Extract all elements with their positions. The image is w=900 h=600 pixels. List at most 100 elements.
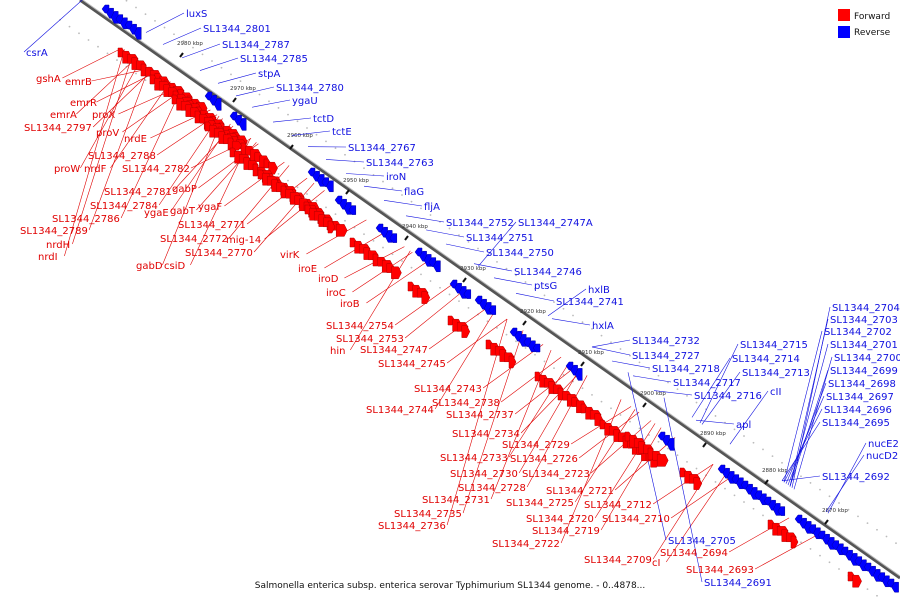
reverse-gene-label: SL1344_2713 (742, 368, 810, 379)
reverse-gene-label: SL1344_2718 (652, 364, 720, 375)
reverse-gene-label: SL1344_2691 (704, 578, 772, 589)
reverse-gene-arrow (213, 98, 222, 111)
forward-gene-label: csiD (164, 261, 185, 272)
forward-gene-label: ygaF (198, 202, 222, 213)
reverse-gene-label: SL1344_2746 (514, 267, 582, 278)
tick-mark (179, 52, 184, 58)
reverse-leader-line (663, 397, 703, 583)
scale-dot (743, 501, 745, 503)
legend-reverse-label: Reverse (854, 28, 891, 38)
forward-gene-label: proW (54, 164, 80, 175)
forward-gene-label: SL1344_2781 (104, 187, 172, 198)
reverse-gene-label: SL1344_2702 (824, 327, 892, 338)
tick-label: 2940 kbp (402, 224, 428, 230)
scale-dot (505, 333, 508, 336)
forward-gene-label: SL1344_2710 (602, 514, 670, 525)
tick-mark (289, 144, 294, 150)
gene-features (101, 4, 899, 593)
forward-leader-line (600, 427, 662, 531)
forward-gene-label: SL1344_2770 (185, 248, 253, 259)
reverse-leader-line (591, 346, 631, 356)
forward-leader-line (76, 57, 137, 115)
scale-dot (515, 274, 517, 277)
forward-gene-label: SL1344_2726 (510, 454, 578, 465)
forward-leader-line (526, 375, 588, 488)
forward-gene-label: emrR (70, 98, 97, 109)
reverse-gene-label: SL1344_2787 (222, 40, 290, 51)
reverse-gene-arrow (238, 118, 247, 131)
scale-dot (733, 494, 736, 497)
reverse-gene-label: SL1344_2695 (822, 418, 890, 429)
scale-dot (315, 133, 318, 136)
scale-dot (429, 280, 432, 282)
forward-gene-label: iroC (326, 288, 346, 299)
scale-dot (714, 481, 717, 483)
forward-gene-label: gshA (36, 74, 61, 85)
scale-dot (600, 334, 603, 337)
tick-label: 2950 kbp (343, 178, 369, 184)
reverse-leader-line (251, 99, 291, 108)
forward-gene-label: proX (92, 110, 115, 121)
scale-dot (714, 415, 717, 417)
scale-dot (173, 33, 175, 36)
forward-gene-label: SL1344_2728 (458, 483, 526, 494)
scale-dot (467, 306, 470, 309)
tick-mark (232, 97, 237, 103)
legend-reverse-swatch (838, 26, 850, 38)
scale-dot (410, 200, 413, 203)
reverse-gene-label: ptsG (534, 281, 557, 292)
tick-label: 2970 kbp (230, 86, 256, 92)
reverse-leader-line (781, 475, 821, 482)
reverse-gene-arrow (891, 581, 899, 593)
reverse-gene-arrow (326, 180, 334, 193)
reverse-gene-label: hxlA (592, 321, 614, 332)
forward-gene-label: SL1344_2731 (422, 495, 490, 506)
reverse-gene-arrow (433, 260, 441, 273)
forward-gene-label: SL1344_2743 (414, 384, 482, 395)
forward-gene-label: proV (96, 128, 119, 139)
reverse-leader-line (551, 318, 591, 326)
forward-leader-line (514, 366, 576, 415)
scale-dot (106, 52, 109, 55)
reverse-leader-line (425, 229, 465, 238)
reverse-leader-line (701, 371, 741, 425)
scale-dot (306, 193, 308, 195)
scale-dot (382, 180, 384, 183)
scale-dot (676, 388, 679, 391)
scale-dot (277, 173, 280, 175)
reverse-gene-label: SL1344_2696 (824, 405, 892, 416)
reverse-gene-label: SL1344_2763 (366, 158, 434, 169)
scale-dot (391, 253, 394, 256)
reverse-leader-line (405, 215, 445, 223)
reverse-gene-label: flaG (404, 187, 424, 198)
scale-dot (97, 45, 99, 48)
forward-leader-line (434, 310, 496, 410)
legend: Forward Reverse (838, 9, 891, 38)
tick-mark (522, 320, 527, 326)
forward-gene-arrow (391, 266, 402, 280)
scale-dot (876, 594, 878, 597)
forward-gene-label: nrdE (124, 134, 147, 145)
reverse-leader-line (632, 375, 672, 383)
scale-dot (144, 79, 147, 82)
reverse-gene-label: SL1344_2727 (632, 351, 700, 362)
forward-leader-line (110, 81, 171, 169)
scale-dot (695, 401, 698, 404)
forward-leader-line (500, 356, 562, 403)
scale-dot (591, 393, 593, 396)
reverse-gene-label: SL1344_2692 (822, 472, 890, 483)
scale-dot (135, 6, 137, 9)
forward-gene-arrow (335, 224, 348, 237)
scale-dot (68, 25, 71, 28)
reverse-gene-label: SL1344_2698 (828, 379, 896, 390)
scale-dot (743, 435, 745, 437)
forward-leader-line (92, 69, 154, 128)
scale-dot (534, 287, 536, 290)
forward-gene-label: SL1344_2736 (378, 521, 446, 532)
forward-gene-arrow (656, 454, 669, 467)
forward-gene-label: SL1344_2738 (432, 398, 500, 409)
reverse-gene-label: cII (770, 387, 781, 398)
tick-mark (462, 277, 467, 283)
forward-gene-label: SL1344_2744 (366, 405, 434, 416)
reverse-leader-line (611, 360, 651, 369)
